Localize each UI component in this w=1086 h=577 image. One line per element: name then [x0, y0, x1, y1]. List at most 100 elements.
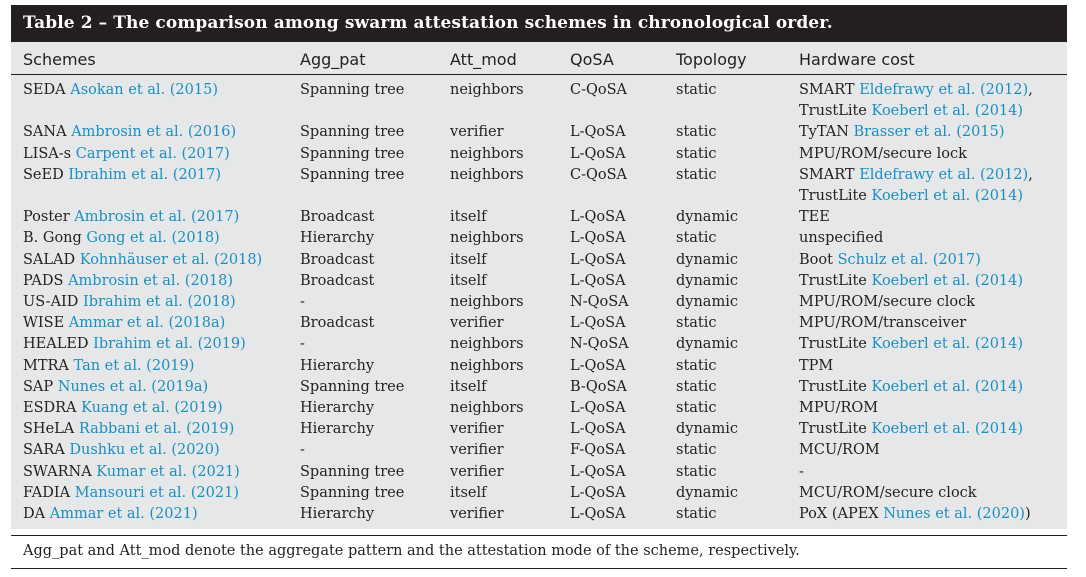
- scheme-citation-link[interactable]: Carpent et al. (2017): [75, 145, 230, 162]
- scheme-citation-link[interactable]: Kuang et al. (2019): [81, 400, 223, 416]
- qosa-cell: F-QoSA: [570, 442, 626, 459]
- agg-pat-cell: Hierarchy: [300, 230, 375, 247]
- scheme-citation-link[interactable]: Asokan et al. (2015): [70, 82, 218, 98]
- agg-pat-cell: Spanning tree: [300, 463, 405, 480]
- hardware-citation-link[interactable]: Koeberl et al. (2014): [871, 378, 1024, 395]
- topology-cell: static: [676, 166, 717, 183]
- topology-cell: static: [676, 463, 717, 480]
- header-topology: Topology: [676, 50, 747, 69]
- qosa-cell: L-QoSA: [570, 357, 626, 374]
- hardware-citation-link[interactable]: Koeberl et al. (2014): [871, 421, 1024, 438]
- header-schemes: Schemes: [23, 50, 96, 69]
- scheme-citation-link[interactable]: Kumar et al. (2021): [96, 463, 240, 480]
- scheme-citation-link[interactable]: Kohnhäuser et al. (2018): [79, 251, 263, 268]
- hardware-text: MPU/ROM/secure lock: [799, 145, 967, 162]
- att-mod-cell: neighbors: [450, 357, 524, 374]
- scheme-name: SEDA: [23, 82, 66, 98]
- qosa-cell: L-QoSA: [570, 463, 626, 480]
- att-mod-cell: neighbors: [450, 400, 524, 416]
- scheme-citation-link[interactable]: Ambrosin et al. (2017): [74, 209, 240, 226]
- agg-pat-cell: Spanning tree: [300, 145, 405, 162]
- scheme-citation-link[interactable]: Ammar et al. (2018a): [68, 315, 226, 332]
- scheme-cell: LISA-s Carpent et al. (2017): [23, 144, 230, 165]
- qosa-cell: L-QoSA: [570, 315, 626, 332]
- scheme-cell: SAP Nunes et al. (2019a): [23, 377, 208, 398]
- scheme-citation-link[interactable]: Ambrosin et al. (2018): [68, 272, 234, 289]
- hardware-cost-cell: TrustLite Koeberl et al. (2014): [799, 271, 1023, 292]
- hardware-cost-cell: unspecified: [799, 228, 883, 249]
- scheme-citation-link[interactable]: Dushku et al. (2020): [69, 442, 220, 459]
- agg-pat-cell: Spanning tree: [300, 166, 405, 183]
- qosa-cell: N-QoSA: [570, 294, 629, 310]
- scheme-citation-link[interactable]: Nunes et al. (2019a): [57, 378, 209, 395]
- att-mod-cell: verifier: [450, 506, 504, 522]
- att-mod-cell: neighbors: [450, 294, 524, 310]
- agg-pat-cell: -: [300, 294, 305, 310]
- hardware-text: -: [799, 463, 804, 480]
- qosa-cell: L-QoSA: [570, 124, 626, 141]
- scheme-citation-link[interactable]: Tan et al. (2019): [73, 357, 195, 374]
- scheme-name: SeED: [23, 166, 64, 183]
- hardware-citation-link[interactable]: Eldefrawy et al. (2012): [859, 166, 1029, 183]
- hardware-cost-cell: SMART Eldefrawy et al. (2012),: [799, 80, 1033, 101]
- comparison-table: Table 2 – The comparison among swarm att…: [11, 5, 1067, 529]
- scheme-citation-link[interactable]: Rabbani et al. (2019): [78, 421, 235, 438]
- hardware-cost-cell: TrustLite Koeberl et al. (2014): [799, 419, 1023, 440]
- scheme-citation-link[interactable]: Ibrahim et al. (2018): [83, 294, 236, 310]
- topology-cell: dynamic: [676, 272, 738, 289]
- hardware-suffix: ,: [1028, 166, 1033, 183]
- scheme-cell: US-AID Ibrahim et al. (2018): [23, 292, 236, 313]
- hardware-cost-cell: TrustLite Koeberl et al. (2014): [799, 377, 1023, 398]
- qosa-cell: L-QoSA: [570, 251, 626, 268]
- topology-cell: static: [676, 145, 717, 162]
- att-mod-cell: itself: [450, 378, 487, 395]
- scheme-citation-link[interactable]: Ibrahim et al. (2017): [68, 166, 221, 183]
- att-mod-cell: verifier: [450, 421, 504, 438]
- topology-cell: dynamic: [676, 209, 738, 226]
- scheme-cell: SHeLA Rabbani et al. (2019): [23, 419, 234, 440]
- att-mod-cell: neighbors: [450, 336, 524, 353]
- scheme-name: DA: [23, 506, 46, 522]
- agg-pat-cell: Spanning tree: [300, 82, 405, 98]
- hardware-citation-link[interactable]: Eldefrawy et al. (2012): [859, 82, 1029, 98]
- scheme-name: B. Gong: [23, 230, 82, 247]
- scheme-citation-link[interactable]: Ambrosin et al. (2016): [71, 124, 237, 141]
- att-mod-cell: itself: [450, 484, 487, 501]
- scheme-name: PADS: [23, 272, 64, 289]
- hardware-citation-link[interactable]: Koeberl et al. (2014): [871, 336, 1024, 353]
- footnote-text: Agg_pat and Att_mod denote the aggregate…: [23, 543, 800, 559]
- scheme-citation-link[interactable]: Gong et al. (2018): [86, 230, 220, 247]
- agg-pat-cell: Broadcast: [300, 315, 375, 332]
- scheme-citation-link[interactable]: Ibrahim et al. (2019): [93, 336, 246, 353]
- hardware-citation-link[interactable]: Koeberl et al. (2014): [871, 187, 1024, 204]
- scheme-cell: ESDRA Kuang et al. (2019): [23, 398, 223, 419]
- scheme-cell: SWARNA Kumar et al. (2021): [23, 462, 240, 483]
- hardware-cost-cell: -: [799, 462, 804, 483]
- hardware-citation-link[interactable]: Koeberl et al. (2014): [871, 103, 1024, 120]
- hardware-text: TrustLite: [799, 187, 872, 204]
- scheme-citation-link[interactable]: Ammar et al. (2021): [49, 506, 198, 522]
- header-agg-pat: Agg_pat: [300, 50, 366, 69]
- scheme-citation-link[interactable]: Mansouri et al. (2021): [74, 484, 239, 501]
- hardware-citation-link[interactable]: Koeberl et al. (2014): [871, 272, 1024, 289]
- agg-pat-cell: -: [300, 442, 305, 459]
- hardware-citation-link[interactable]: Brasser et al. (2015): [853, 124, 1005, 141]
- hardware-text: TrustLite: [799, 103, 872, 120]
- scheme-cell: SEDA Asokan et al. (2015): [23, 80, 218, 101]
- topology-cell: static: [676, 357, 717, 374]
- scheme-name: SANA: [23, 124, 67, 141]
- hardware-citation-link[interactable]: Nunes et al. (2020): [883, 506, 1025, 522]
- scheme-cell: FADIA Mansouri et al. (2021): [23, 483, 239, 504]
- hardware-cost-cell: TEE: [799, 207, 830, 228]
- agg-pat-cell: -: [300, 336, 305, 353]
- agg-pat-cell: Hierarchy: [300, 357, 375, 374]
- hardware-citation-link[interactable]: Schulz et al. (2017): [837, 251, 981, 268]
- topology-cell: static: [676, 506, 717, 522]
- att-mod-cell: verifier: [450, 442, 504, 459]
- table-footnote: Agg_pat and Att_mod denote the aggregate…: [11, 535, 1067, 569]
- hardware-cost-cell: TyTAN Brasser et al. (2015): [799, 122, 1004, 143]
- scheme-name: ESDRA: [23, 400, 77, 416]
- hardware-text: MPU/ROM/transceiver: [799, 315, 967, 332]
- qosa-cell: L-QoSA: [570, 272, 626, 289]
- agg-pat-cell: Spanning tree: [300, 378, 405, 395]
